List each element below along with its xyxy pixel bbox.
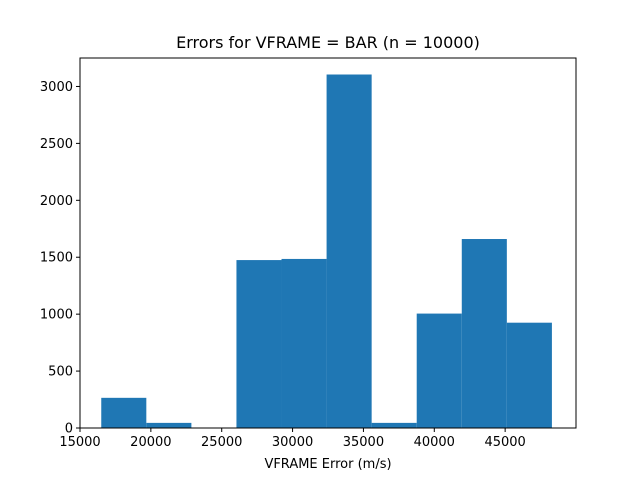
chart-title: Errors for VFRAME = BAR (n = 10000) — [176, 33, 480, 52]
y-tick-label: 500 — [48, 365, 73, 380]
y-axis: 0 500 1000 1500 2000 2500 3000 — [40, 80, 80, 437]
x-tick-label: 45000 — [484, 435, 525, 450]
histogram-bar — [461, 239, 507, 428]
x-tick-label: 40000 — [414, 435, 455, 450]
x-tick-label: 30000 — [272, 435, 313, 450]
y-tick-label: 0 — [65, 422, 73, 437]
y-tick-label: 3000 — [40, 80, 73, 95]
histogram-bar — [371, 422, 417, 428]
histogram-bar — [506, 322, 552, 428]
x-tick-label: 35000 — [343, 435, 384, 450]
x-tick-label: 25000 — [201, 435, 242, 450]
histogram-bar — [146, 422, 192, 428]
histogram-bar — [416, 313, 462, 428]
histogram-bar — [101, 397, 147, 428]
bars-group — [101, 74, 552, 428]
plot-frame — [79, 57, 577, 429]
y-tick-label: 1500 — [40, 251, 73, 266]
y-tick-label: 2000 — [40, 194, 73, 209]
x-tick-label: 20000 — [130, 435, 171, 450]
histogram-bar — [281, 258, 327, 428]
y-tick-label: 2500 — [40, 137, 73, 152]
histogram-bar — [236, 260, 282, 428]
x-tick-label: 15000 — [59, 435, 100, 450]
x-axis-label: VFRAME Error (m/s) — [264, 457, 391, 472]
y-tick-label: 1000 — [40, 308, 73, 323]
histogram-bar — [326, 74, 372, 428]
x-axis: 15000 20000 25000 30000 35000 40000 45000 — [59, 428, 526, 450]
